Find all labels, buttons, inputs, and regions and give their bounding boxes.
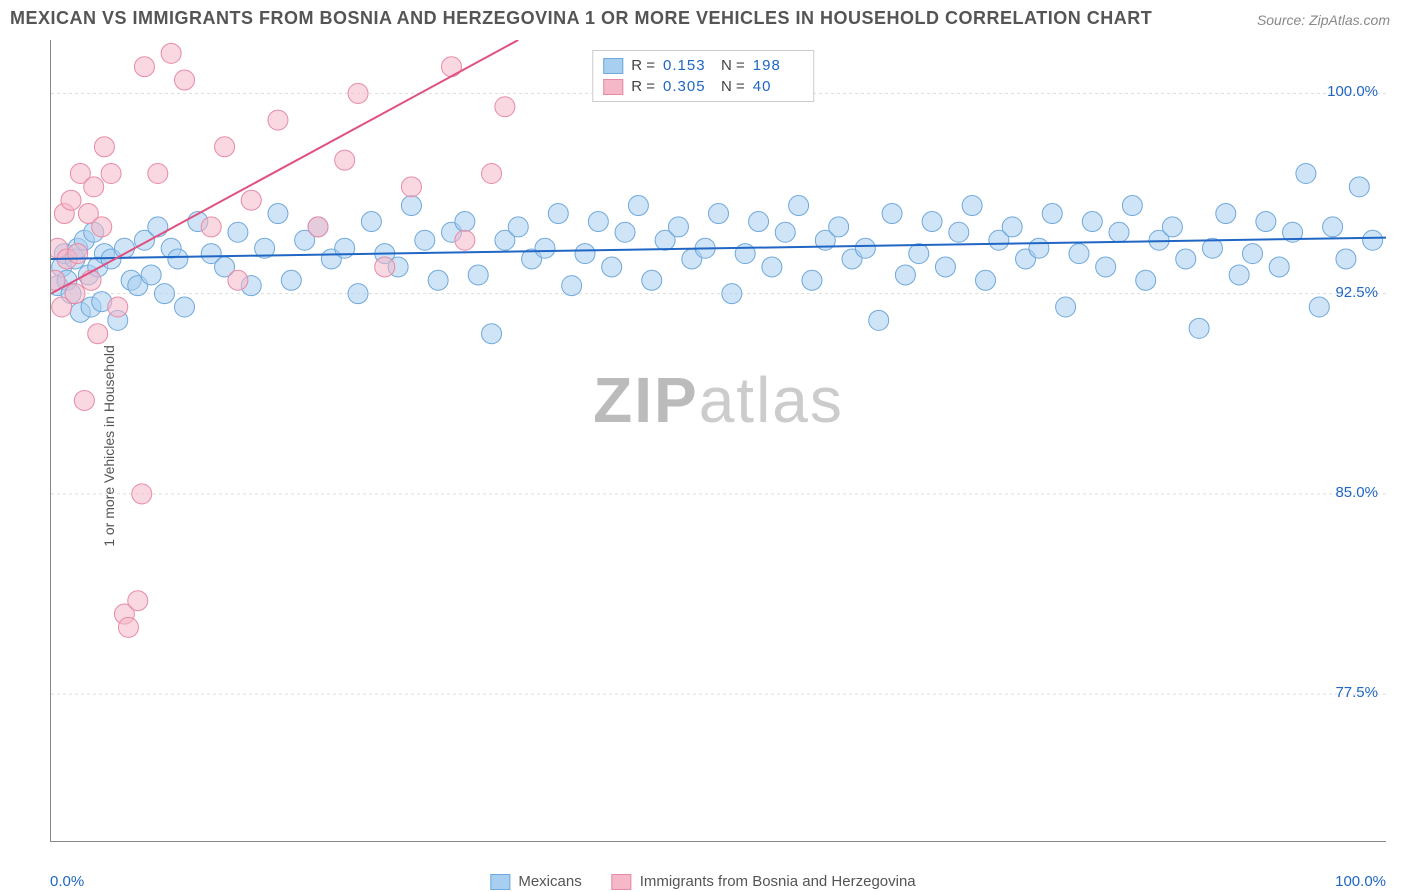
y-tick-label: 85.0% <box>1335 484 1378 501</box>
r-value-2: 0.305 <box>663 78 713 95</box>
stats-row-1: R = 0.153 N = 198 <box>603 55 803 76</box>
series-legend: Mexicans Immigrants from Bosnia and Herz… <box>490 873 915 890</box>
chart-container: MEXICAN VS IMMIGRANTS FROM BOSNIA AND HE… <box>0 0 1406 892</box>
legend-item-bosnia: Immigrants from Bosnia and Herzegovina <box>612 873 916 890</box>
scatter-svg <box>51 40 1386 841</box>
y-tick-label: 77.5% <box>1335 684 1378 701</box>
legend-swatch-bosnia <box>612 874 632 890</box>
r-value-1: 0.153 <box>663 57 713 74</box>
x-axis-max: 100.0% <box>1335 873 1386 890</box>
source-label: Source: ZipAtlas.com <box>1257 12 1390 28</box>
legend-label-mexicans: Mexicans <box>518 873 581 890</box>
y-tick-label: 92.5% <box>1335 284 1378 301</box>
chart-title: MEXICAN VS IMMIGRANTS FROM BOSNIA AND HE… <box>10 8 1152 29</box>
n-value-1: 198 <box>753 57 803 74</box>
x-axis-min: 0.0% <box>50 873 84 890</box>
swatch-bosnia <box>603 79 623 95</box>
stats-row-2: R = 0.305 N = 40 <box>603 76 803 97</box>
legend-label-bosnia: Immigrants from Bosnia and Herzegovina <box>640 873 916 890</box>
n-value-2: 40 <box>753 78 803 95</box>
legend-swatch-mexicans <box>490 874 510 890</box>
stats-legend: R = 0.153 N = 198 R = 0.305 N = 40 <box>592 50 814 102</box>
legend-item-mexicans: Mexicans <box>490 873 581 890</box>
y-tick-label: 100.0% <box>1327 83 1378 100</box>
plot-area: ZIPatlas <box>50 40 1386 842</box>
swatch-mexicans <box>603 58 623 74</box>
